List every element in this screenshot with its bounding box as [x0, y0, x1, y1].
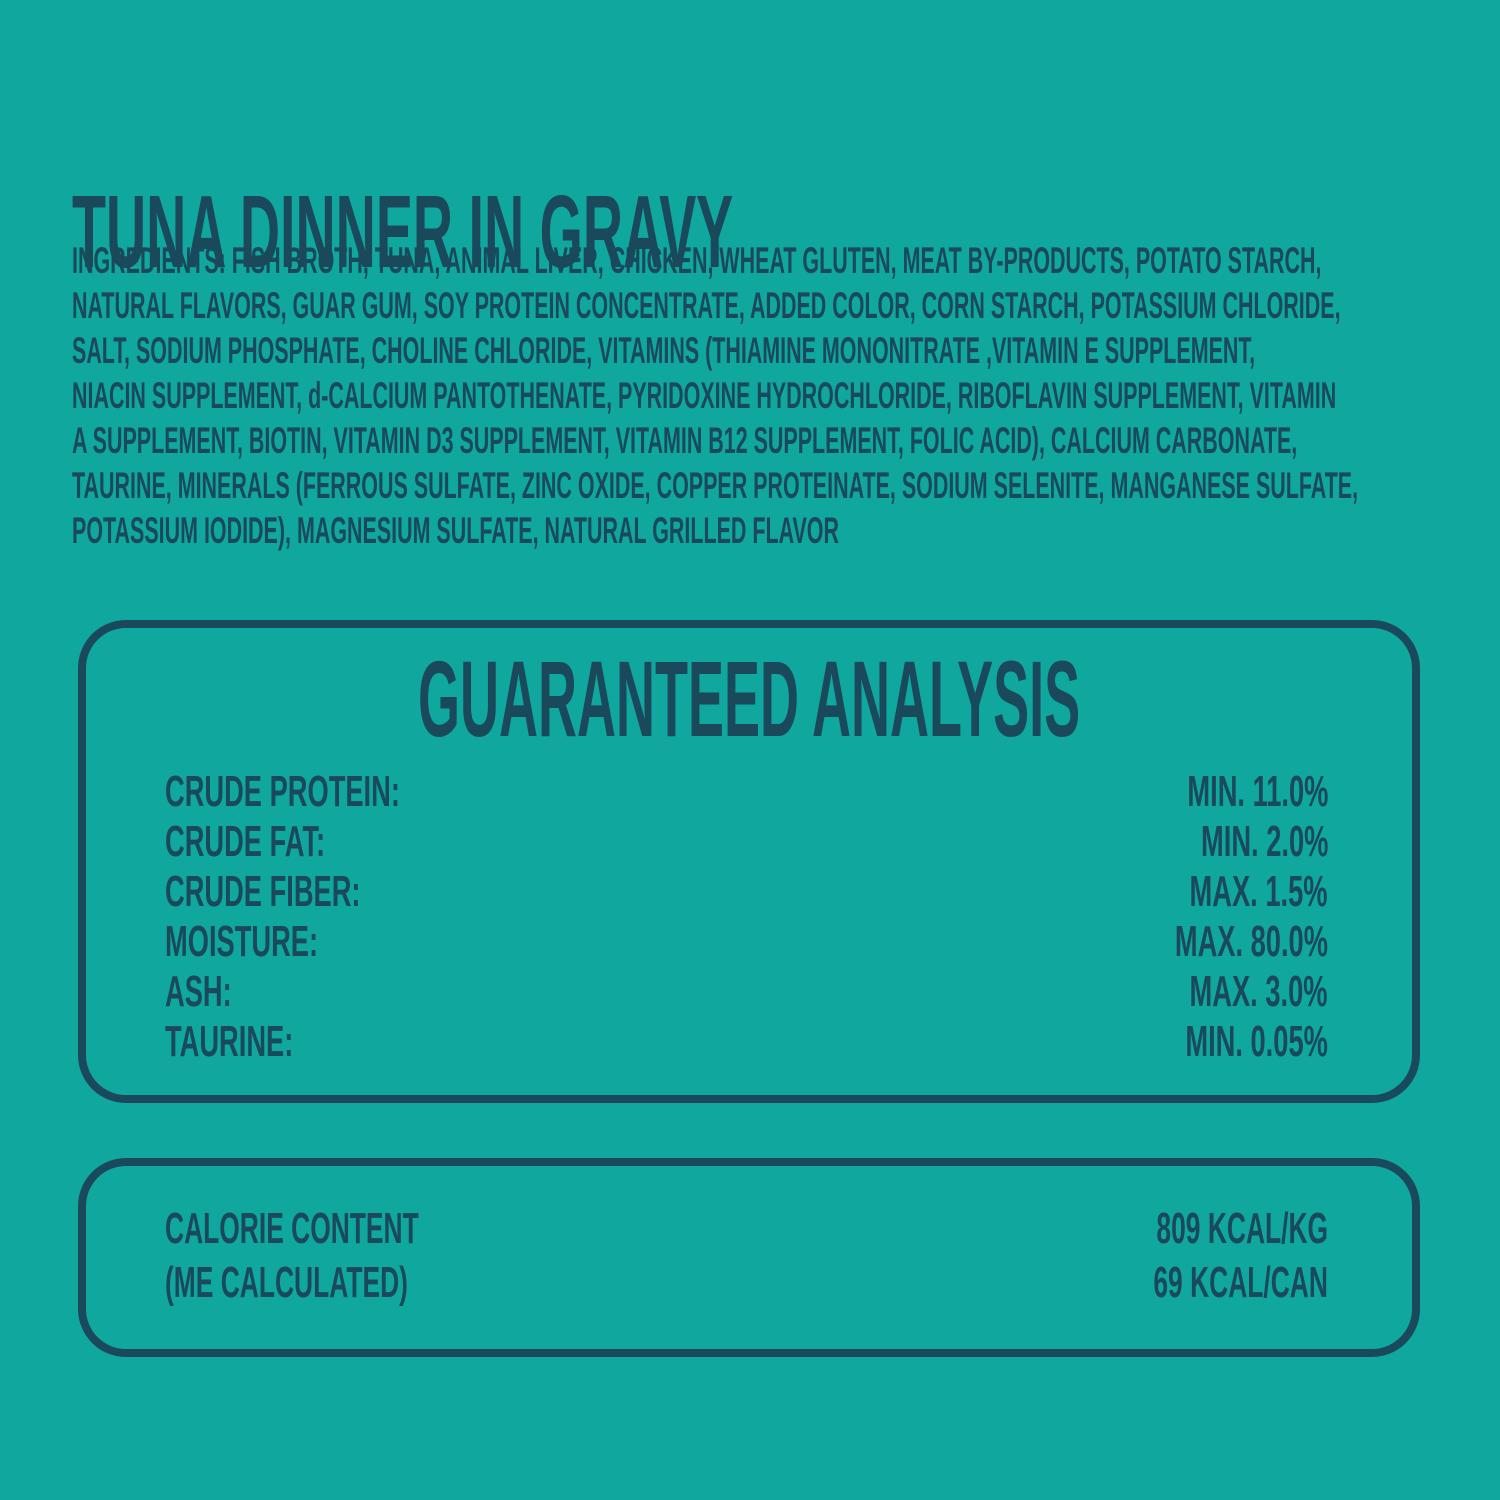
analysis-row: CRUDE FIBER: MAX. 1.5% [165, 867, 1328, 917]
ingredients-line: INGREDIENTS: FISH BROTH, TUNA, ANIMAL LI… [72, 240, 1322, 281]
calorie-content-labels: CALORIE CONTENT (ME CALCULATED) [165, 1202, 588, 1310]
analysis-row: CRUDE PROTEIN: MIN. 11.0% [165, 767, 1328, 817]
analysis-value: MIN. 0.05% [1185, 1016, 1328, 1066]
ingredients-line: SALT, SODIUM PHOSPHATE, CHOLINE CHLORIDE… [72, 330, 1256, 371]
analysis-value: MIN. 11.0% [1186, 766, 1328, 816]
guaranteed-analysis-table: CRUDE PROTEIN: MIN. 11.0% CRUDE FAT: MIN… [165, 767, 1328, 1067]
analysis-row: MOISTURE: MAX. 80.0% [165, 917, 1328, 967]
ingredients-line: POTASSIUM IODIDE), MAGNESIUM SULFATE, NA… [72, 510, 839, 551]
ingredients-line: A SUPPLEMENT, BIOTIN, VITAMIN D3 SUPPLEM… [72, 420, 1298, 461]
ingredients-line: NIACIN SUPPLEMENT, d-CALCIUM PANTOTHENAT… [72, 375, 1337, 416]
product-title-text: TUNA DINNER IN GRAVY [72, 174, 734, 289]
analysis-row: ASH: MAX. 3.0% [165, 967, 1328, 1017]
calorie-content-row: CALORIE CONTENT (ME CALCULATED) 809 KCAL… [86, 1166, 1412, 1310]
calorie-content-label: CALORIE CONTENT [165, 1204, 419, 1253]
analysis-value: MAX. 1.5% [1190, 866, 1328, 916]
analysis-label: CRUDE FAT: [165, 816, 326, 866]
ingredients-paragraph: INGREDIENTS: FISH BROTH, TUNA, ANIMAL LI… [72, 238, 1500, 553]
calorie-kcal-per-kg-value: 809 KCAL/KG [1156, 1204, 1328, 1253]
ingredients-line: TAURINE, MINERALS (FERROUS SULFATE, ZINC… [72, 465, 1359, 506]
ingredients-line: NATURAL FLAVORS, GUAR GUM, SOY PROTEIN C… [72, 285, 1341, 326]
analysis-value: MAX. 3.0% [1190, 966, 1328, 1016]
guaranteed-analysis-heading-text: GUARANTEED ANALYSIS [417, 638, 1081, 759]
calorie-me-calculated-label: (ME CALCULATED) [165, 1258, 408, 1307]
calorie-content-values: 809 KCAL/KG 69 KCAL/CAN [1037, 1202, 1328, 1310]
calorie-content-box: CALORIE CONTENT (ME CALCULATED) 809 KCAL… [78, 1158, 1420, 1357]
analysis-label: TAURINE: [165, 1016, 294, 1066]
product-title: TUNA DINNER IN GRAVY [72, 173, 1297, 291]
guaranteed-analysis-heading: GUARANTEED ANALYSIS [86, 638, 1412, 759]
analysis-value: MAX. 80.0% [1174, 916, 1328, 966]
analysis-label: MOISTURE: [165, 916, 319, 966]
analysis-row: CRUDE FAT: MIN. 2.0% [165, 817, 1328, 867]
analysis-value: MIN. 2.0% [1200, 816, 1328, 866]
analysis-label: CRUDE FIBER: [165, 866, 361, 916]
analysis-label: CRUDE PROTEIN: [165, 766, 400, 816]
guaranteed-analysis-box: GUARANTEED ANALYSIS CRUDE PROTEIN: MIN. … [78, 620, 1420, 1103]
analysis-row: TAURINE: MIN. 0.05% [165, 1017, 1328, 1067]
calorie-kcal-per-can-value: 69 KCAL/CAN [1153, 1258, 1328, 1307]
analysis-label: ASH: [165, 966, 232, 1016]
